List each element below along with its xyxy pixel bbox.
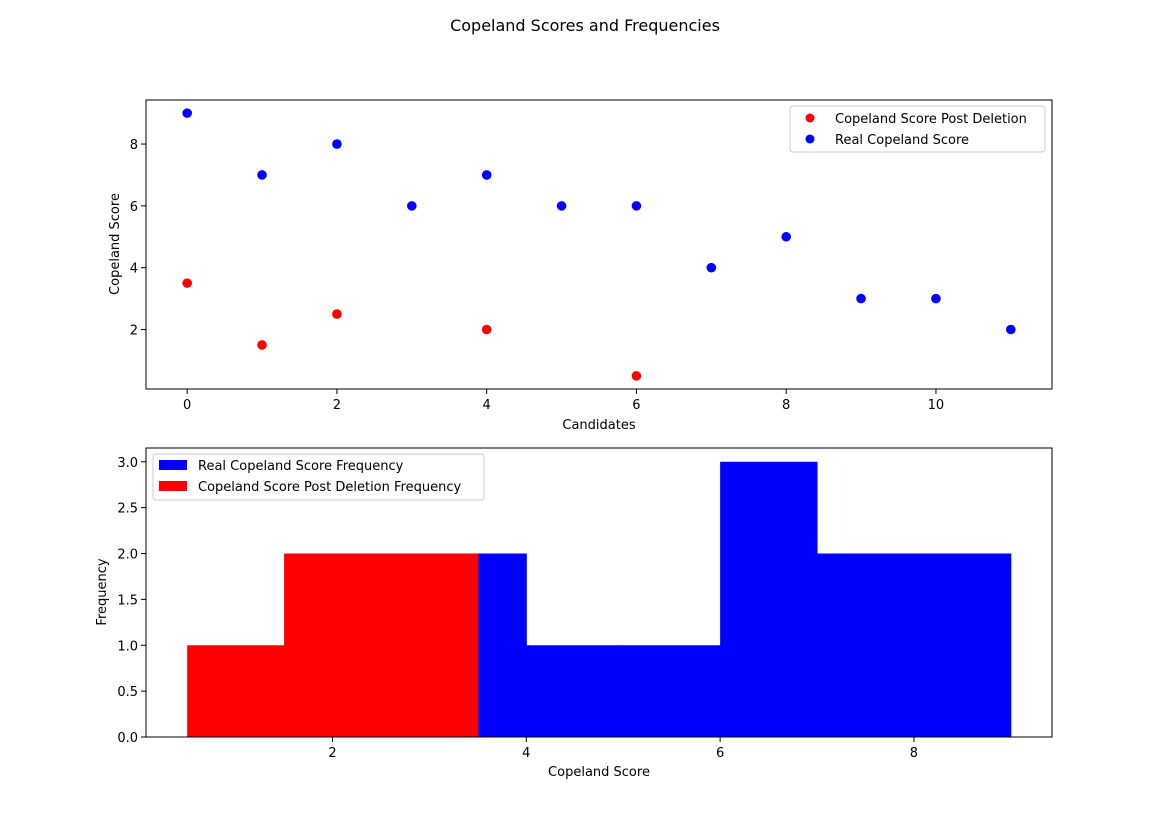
scatter-point-real (1006, 324, 1016, 335)
scatter-x-tick-label: 8 (782, 398, 790, 413)
histogram-plot-area (187, 461, 1012, 737)
histogram-y-tick-label: 3.0 (117, 456, 138, 471)
scatter-legend-marker-real (805, 134, 815, 144)
histogram-y-tick-label: 1.5 (117, 593, 138, 608)
histogram-legend: Real Copeland Score Frequency Copeland S… (152, 453, 485, 501)
histogram-bar-post-deletion (284, 553, 382, 737)
histogram-y-axis-label: Frequency (95, 558, 110, 625)
scatter-x-tick-label: 4 (483, 398, 491, 413)
histogram-x-tick-label: 6 (716, 746, 724, 761)
scatter-point-real (556, 201, 567, 211)
scatter-point-real (481, 170, 492, 180)
scatter-axes: 0 2 4 6 8 10 2 4 6 8 Candidates Copeland Score C… (108, 99, 1053, 433)
scatter-point-post-deletion (257, 340, 267, 350)
scatter-point-post-deletion (182, 278, 192, 288)
histogram-bar-real (526, 645, 624, 737)
scatter-point-real (332, 139, 342, 149)
scatter-point-real (631, 201, 642, 211)
scatter-x-tick-label: 2 (333, 398, 341, 413)
histogram-legend-frame (152, 453, 485, 501)
scatter-y-axis-label: Copeland Score (108, 193, 123, 295)
histogram-legend-swatch-real (159, 460, 187, 470)
scatter-y-tick-label: 4 (130, 262, 138, 277)
histogram-bar-real (913, 553, 1012, 737)
histogram-x-axis: 2 4 6 8 (328, 737, 918, 761)
scatter-point-post-deletion (481, 324, 492, 335)
histogram-legend-label-post-deletion: Copeland Score Post Deletion Frequency (198, 480, 461, 495)
scatter-point-real (856, 293, 866, 304)
histogram-y-tick-label: 1.0 (117, 639, 138, 654)
scatter-frame (145, 99, 1053, 390)
histogram-frame (145, 447, 1053, 738)
histogram-legend-label-real: Real Copeland Score Frequency (198, 459, 404, 474)
scatter-x-tick-label: 10 (928, 398, 945, 413)
scatter-x-axis: 0 2 4 6 8 10 (183, 389, 944, 413)
scatter-legend-label-real: Real Copeland Score (835, 133, 969, 148)
figure-title: Copeland Scores and Frequencies (450, 16, 720, 35)
scatter-point-real (931, 293, 941, 304)
scatter-legend-label-post-deletion: Copeland Score Post Deletion (835, 112, 1027, 127)
scatter-y-tick-label: 8 (130, 138, 138, 153)
scatter-legend-marker-post-deletion (805, 113, 815, 123)
scatter-legend-frame (789, 105, 1046, 153)
scatter-point-real (706, 262, 717, 273)
histogram-bar-post-deletion (187, 645, 285, 737)
histogram-bar-real (720, 461, 818, 737)
scatter-point-post-deletion (332, 309, 342, 319)
histogram-axes: 2 4 6 8 0.0 0.5 1.0 1.5 2.0 2.5 3.0 Copeland Scor… (95, 447, 1053, 780)
histogram-y-tick-label: 2.5 (117, 502, 138, 517)
scatter-y-tick-label: 2 (130, 324, 138, 339)
histogram-x-tick-label: 8 (910, 746, 918, 761)
scatter-point-real (407, 201, 417, 211)
histogram-bar-real (623, 645, 721, 737)
histogram-bar-post-deletion (380, 553, 479, 737)
scatter-point-real (257, 170, 267, 180)
histogram-y-tick-label: 0.0 (117, 731, 138, 746)
scatter-point-real (182, 108, 192, 118)
histogram-bar-real (817, 553, 915, 737)
histogram-legend-swatch-post-deletion (159, 481, 187, 491)
histogram-y-tick-label: 0.5 (117, 685, 138, 700)
scatter-point-real (781, 231, 791, 242)
histogram-x-tick-label: 4 (522, 746, 530, 761)
scatter-plot-area (182, 108, 1016, 381)
scatter-point-post-deletion (631, 371, 642, 381)
scatter-x-tick-label: 6 (632, 398, 640, 413)
histogram-y-axis: 0.0 0.5 1.0 1.5 2.0 2.5 3.0 (117, 456, 146, 746)
scatter-y-axis: 2 4 6 8 (130, 138, 146, 339)
histogram-x-tick-label: 2 (328, 746, 336, 761)
histogram-x-axis-label: Copeland Score (548, 765, 650, 780)
scatter-legend: Copeland Score Post Deletion Real Copela… (789, 105, 1046, 153)
scatter-x-tick-label: 0 (183, 398, 191, 413)
scatter-x-axis-label: Candidates (562, 418, 635, 433)
scatter-y-tick-label: 6 (130, 200, 138, 215)
histogram-y-tick-label: 2.0 (117, 548, 138, 563)
